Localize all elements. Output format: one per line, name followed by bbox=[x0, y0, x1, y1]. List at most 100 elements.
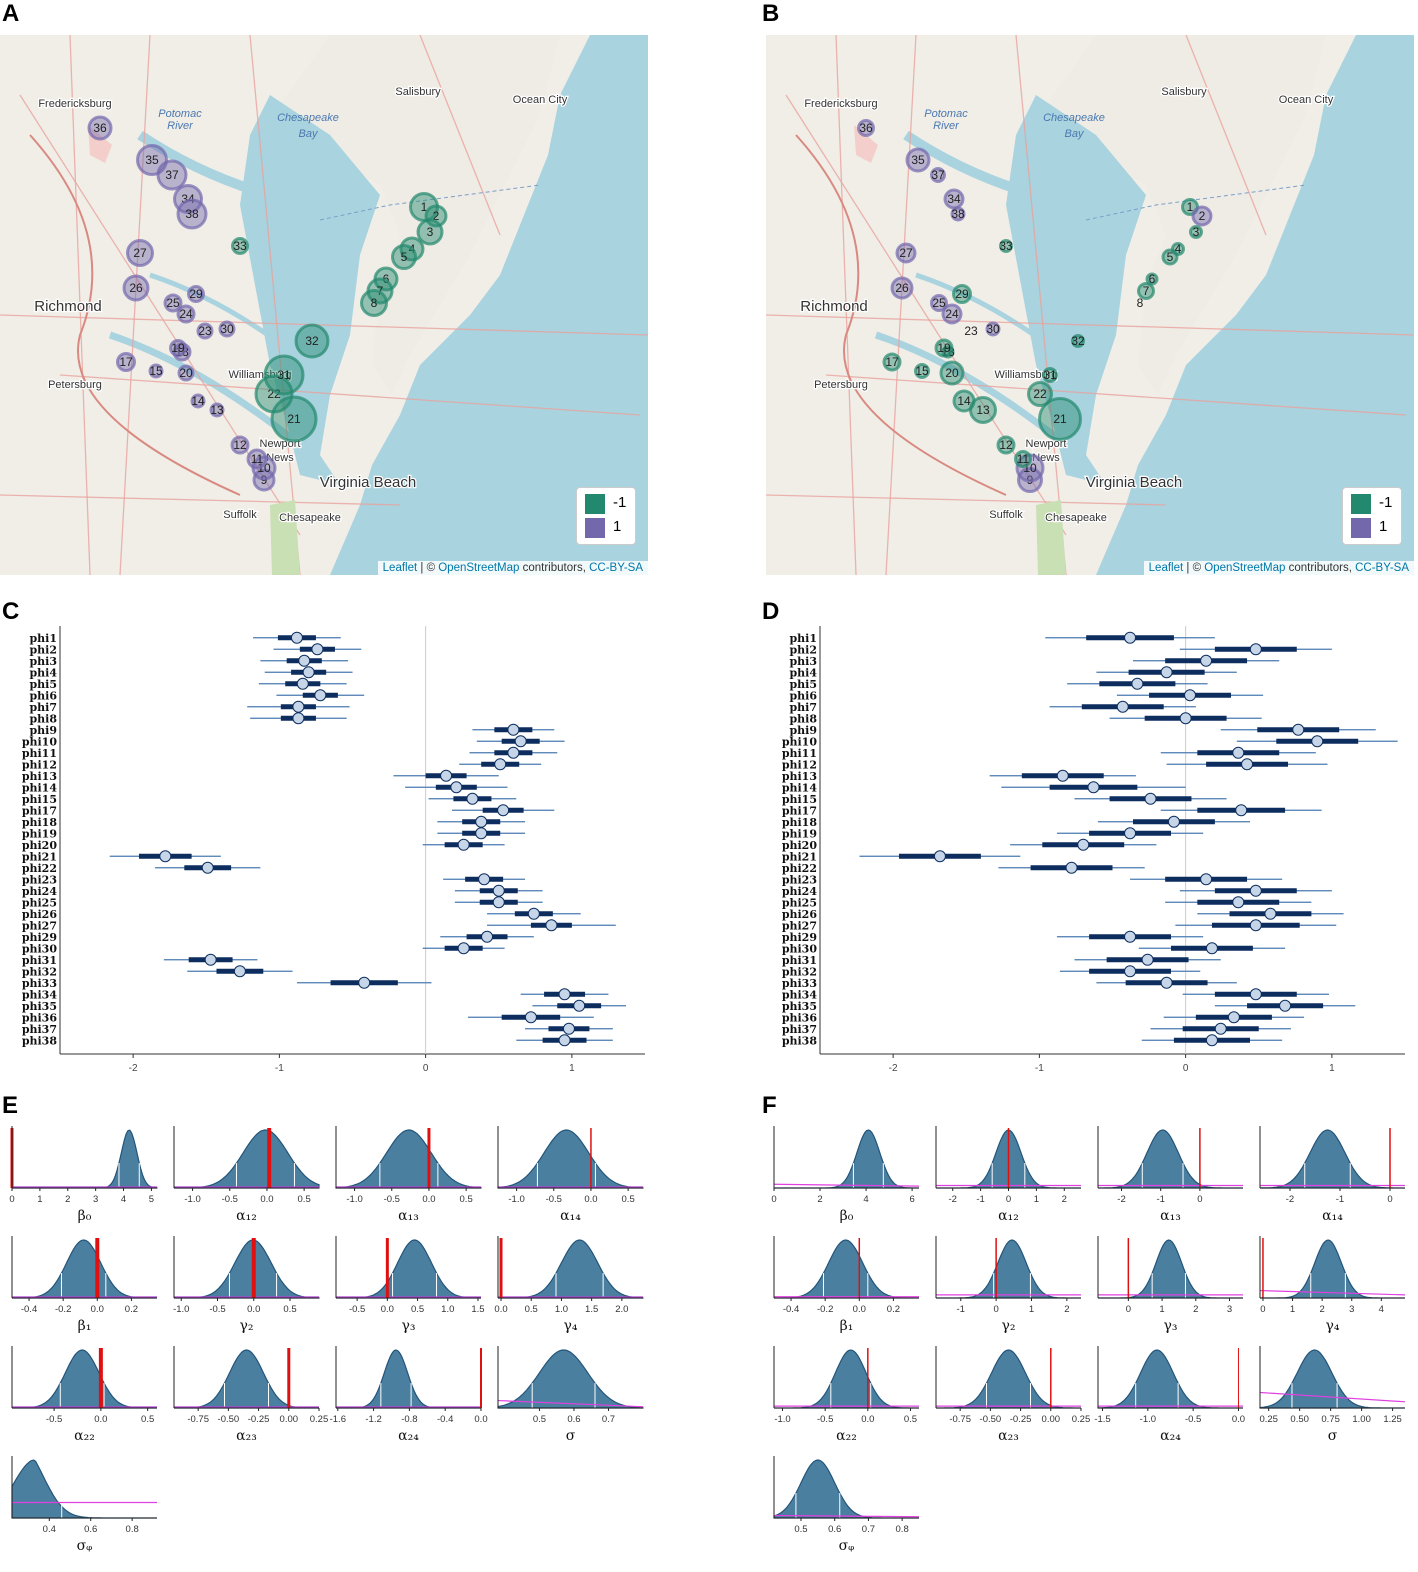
license-link[interactable]: CC-BY-SA bbox=[1355, 562, 1409, 574]
osm-link[interactable]: OpenStreetMap bbox=[438, 562, 520, 574]
panel-label-a: A bbox=[2, 0, 20, 27]
row-label: phi11 bbox=[22, 747, 57, 760]
row-label: phi29 bbox=[22, 931, 57, 944]
site-marker bbox=[1145, 272, 1159, 286]
x-tick-label: -0.4 bbox=[783, 1304, 799, 1315]
river-york bbox=[915, 272, 1036, 338]
x-tick-label: -1.0 bbox=[774, 1414, 790, 1425]
median-point bbox=[527, 907, 540, 920]
site-marker bbox=[126, 239, 154, 267]
x-tick-label: -0.5 bbox=[209, 1304, 225, 1315]
density-panel: -2 -1 0 α₁₄ bbox=[1259, 1126, 1405, 1224]
row-label: phi3 bbox=[789, 655, 817, 668]
row-label: phi24 bbox=[22, 885, 58, 898]
x-tick-label: 2 bbox=[1319, 1304, 1324, 1315]
leaflet-link[interactable]: Leaflet bbox=[382, 562, 418, 574]
site-marker bbox=[930, 294, 948, 312]
place-label: Petersburg bbox=[48, 379, 102, 391]
site-marker bbox=[1161, 248, 1179, 266]
density-panel: 0.4 0.6 0.8 σᵩ bbox=[11, 1456, 157, 1554]
row-label: phi6 bbox=[29, 689, 57, 702]
row-label: phi32 bbox=[782, 965, 817, 978]
x-tick-label: -0.25 bbox=[248, 1414, 270, 1425]
median-point bbox=[1160, 976, 1173, 989]
param-label: γ₂ bbox=[1002, 1318, 1016, 1334]
shaded-county bbox=[88, 125, 112, 163]
row-label: phi13 bbox=[22, 770, 57, 783]
site-marker bbox=[230, 435, 250, 455]
median-point bbox=[1131, 677, 1144, 690]
osm-link[interactable]: OpenStreetMap bbox=[1204, 562, 1286, 574]
x-tick-label: 0.7 bbox=[862, 1524, 875, 1535]
x-tick-label: -0.25 bbox=[1010, 1414, 1032, 1425]
density-area bbox=[174, 1239, 320, 1299]
median-point bbox=[475, 815, 488, 828]
x-tick-label: 2.0 bbox=[615, 1304, 628, 1315]
prior-line bbox=[1259, 1289, 1406, 1296]
site-marker bbox=[952, 389, 976, 413]
site-label: 35 bbox=[145, 153, 159, 167]
posterior-grid-f: 0 2 4 6 β₀ -2 -1 0 1 2 α₁₂ -2 -1 0 α₁₃ -2 -1 0 α₁₄ -0.4 -0.2… bbox=[771, 1126, 1406, 1554]
map-panel-a[interactable]: Fredericksburg Salisbury Ocean City Potomac… bbox=[0, 35, 648, 575]
site-marker bbox=[1038, 397, 1082, 441]
x-tick-label: 4 bbox=[1379, 1304, 1384, 1315]
site-label: 21 bbox=[1053, 412, 1067, 426]
x-tick-label: 0.5 bbox=[794, 1524, 807, 1535]
median-point bbox=[1311, 735, 1324, 748]
road-6 bbox=[419, 35, 501, 236]
x-tick-label: -1 bbox=[1156, 1194, 1164, 1205]
x-tick-label: 0.4 bbox=[43, 1524, 56, 1535]
row-label: phi11 bbox=[782, 747, 817, 760]
x-tick-label: 0.25 bbox=[1072, 1414, 1091, 1425]
site-label: 38 bbox=[951, 207, 965, 221]
park bbox=[270, 500, 300, 575]
median-point bbox=[466, 792, 479, 805]
x-tick-label: -0.2 bbox=[817, 1304, 833, 1315]
road-5 bbox=[1015, 35, 1067, 575]
median-point bbox=[1056, 769, 1069, 782]
site-label: 1 bbox=[421, 200, 428, 214]
row-label: phi14 bbox=[22, 781, 58, 794]
x-tick-label: -1.0 bbox=[173, 1304, 189, 1315]
site-label: 10 bbox=[257, 461, 271, 475]
density-panel: -2 -1 0 α₁₃ bbox=[1097, 1126, 1243, 1224]
x-tick-label: 1 bbox=[1034, 1194, 1039, 1205]
place-label: Salisbury bbox=[395, 86, 441, 98]
x-tick-label: 0.5 bbox=[904, 1414, 917, 1425]
license-link[interactable]: CC-BY-SA bbox=[589, 562, 643, 574]
forest-plot-c: -2 -1 0 1phi1phi2phi3phi4phi5phi6phi7phi8ph… bbox=[22, 626, 645, 1074]
place-label: Potomac bbox=[924, 108, 968, 120]
place-label: Richmond bbox=[34, 298, 102, 315]
median-point bbox=[475, 827, 488, 840]
map-panel-b[interactable]: Fredericksburg Salisbury Ocean City Potomac… bbox=[766, 35, 1414, 575]
row-label: phi30 bbox=[22, 942, 58, 955]
site-label: 27 bbox=[133, 246, 147, 260]
place-label: Chesapeake bbox=[1043, 112, 1105, 124]
row-label: phi38 bbox=[782, 1034, 818, 1047]
site-label: 19 bbox=[937, 341, 951, 355]
x-tick-label: 2 bbox=[1064, 1304, 1069, 1315]
leaflet-link[interactable]: Leaflet bbox=[1148, 562, 1184, 574]
map-canvas[interactable]: Fredericksburg Salisbury Ocean City Potomac… bbox=[0, 35, 648, 575]
density-panel: -1.0 -0.5 0.0 0.5 α₁₄ bbox=[497, 1126, 644, 1224]
density-area bbox=[12, 1239, 157, 1299]
median-point bbox=[1184, 689, 1197, 702]
median-point bbox=[314, 689, 327, 702]
x-tick-label: 0.75 bbox=[1321, 1414, 1340, 1425]
x-tick-label: 1.25 bbox=[1383, 1414, 1402, 1425]
x-tick-label: 0.0 bbox=[94, 1414, 107, 1425]
row-label: phi27 bbox=[782, 919, 817, 932]
panel-label-c: C bbox=[2, 598, 20, 625]
site-marker bbox=[163, 293, 183, 313]
site-label: 26 bbox=[129, 281, 143, 295]
x-tick-label: 0.5 bbox=[460, 1194, 473, 1205]
row-label: phi20 bbox=[22, 839, 58, 852]
posterior-grid-e: 0 1 2 3 4 5 β₀ -1.0 -0.5 0.0 0.5 α₁₂ -1.0 -0.5 0.0 0.5 α… bbox=[9, 1126, 644, 1554]
param-label: α₁₂ bbox=[998, 1208, 1019, 1224]
density-panel: -0.5 0.0 0.5 1.0 1.5 γ₃ bbox=[335, 1236, 485, 1334]
site-marker bbox=[176, 304, 196, 324]
median-point bbox=[302, 666, 315, 679]
median-point bbox=[201, 861, 214, 874]
map-canvas[interactable]: Fredericksburg Salisbury Ocean City Potomac… bbox=[766, 35, 1414, 575]
x-tick-label: -0.8 bbox=[401, 1414, 417, 1425]
